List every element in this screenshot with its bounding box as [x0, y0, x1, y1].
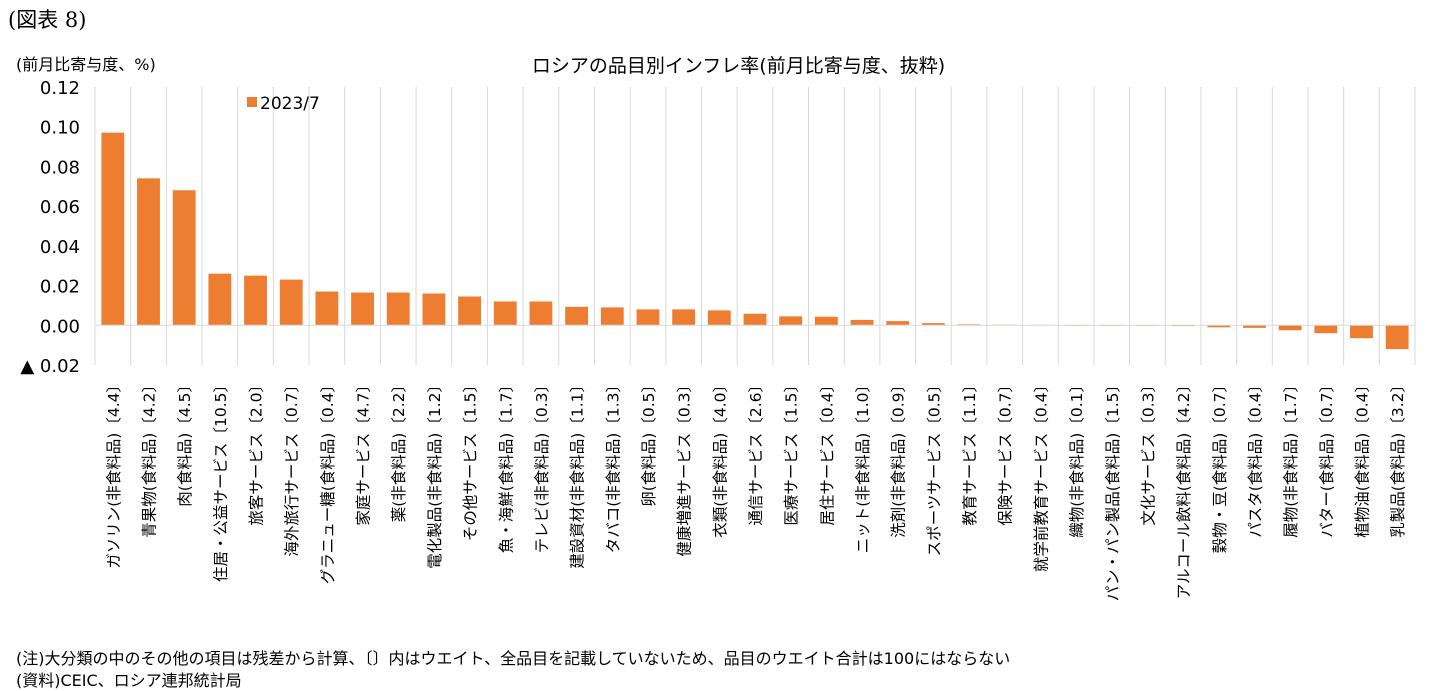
footnote: (注)大分類の中のその他の項目は残差から計算、〔〕内はウエイト、全品目を記載して… [16, 649, 1011, 668]
x-tick-label: ニット(非食料品)〔1.0〕 [854, 377, 872, 553]
y-tick-label: 0.02 [40, 277, 80, 298]
source-note: (資料)CEIC、ロシア連邦統計局 [16, 671, 242, 690]
bar-24 [921, 323, 945, 326]
bar-10 [422, 293, 446, 326]
bar-1 [101, 132, 125, 326]
x-tick-label: 住居・公益サービス〔10.5〕 [212, 377, 230, 582]
y-tick-label: ▲ 0.02 [20, 356, 80, 377]
x-tick-label: その他サービス〔1.5〕 [462, 377, 480, 541]
x-tick-label: 教育サービス〔1.1〕 [961, 377, 979, 526]
y-tick-label: 0.08 [40, 157, 80, 178]
chart-title: ロシアの品目別インフレ率(前月比寄与度、抜粋) [531, 55, 946, 77]
x-tick-label: 洗剤(非食料品)〔0.9〕 [890, 377, 908, 538]
bar-9 [386, 292, 410, 326]
legend-label: 2023/7 [260, 94, 320, 114]
bar-8 [351, 292, 374, 326]
x-tick-label: 履物(非食料品)〔1.7〕 [1282, 377, 1300, 538]
y-tick-label: 0.06 [40, 197, 80, 218]
bar-36 [1350, 325, 1373, 339]
bar-20 [779, 316, 803, 326]
x-tick-label: パン・パン製品(食料品)〔1.5〕 [1104, 377, 1122, 601]
x-tick-label: 建設資材(非食料品)〔1.1〕 [569, 377, 587, 569]
bar-33 [1243, 325, 1266, 328]
bar-3 [172, 190, 196, 326]
x-tick-label: 肉(食料品)〔4.5〕 [176, 377, 194, 507]
x-tick-label: 電化製品(非食料品)〔1.2〕 [426, 377, 444, 569]
bar-18 [707, 310, 731, 326]
legend-swatch [247, 97, 257, 107]
x-tick-label: 就学前教育サービス〔0.4〕 [1032, 377, 1050, 572]
x-tick-label: アルコール飲料(食料品)〔4.2〕 [1175, 377, 1193, 599]
x-tick-label: スポーツサービス〔0.5〕 [925, 377, 943, 556]
bar-4 [208, 273, 232, 326]
x-tick-label: 文化サービス〔0.3〕 [1139, 377, 1157, 526]
x-tick-label: バター(食料品)〔0.7〕 [1318, 377, 1336, 538]
x-tick-label: 魚・海鮮(食料品)〔1.7〕 [497, 377, 515, 553]
bar-37 [1385, 325, 1409, 350]
x-tick-label: ガソリン(非食料品)〔4.4〕 [105, 377, 123, 569]
x-tick-label: 医療サービス〔1.5〕 [783, 377, 801, 526]
x-tick-label: 家庭サービス〔4.7〕 [355, 377, 373, 526]
bar-14 [565, 306, 589, 326]
bar-13 [529, 301, 553, 326]
x-tick-label: 衣類(非食料品)〔4.0〕 [711, 377, 729, 538]
bar-7 [315, 291, 339, 326]
bar-12 [493, 301, 517, 326]
x-tick-label: 保険サービス〔0.7〕 [997, 377, 1015, 526]
bar-19 [743, 313, 767, 326]
x-tick-label: 織物(非食料品)〔0.1〕 [1068, 377, 1086, 538]
bar-35 [1314, 325, 1338, 334]
bar-6 [279, 279, 303, 326]
bar-32 [1207, 325, 1231, 328]
bar-15 [600, 307, 624, 326]
x-tick-label: 居住サービス〔0.4〕 [818, 377, 836, 526]
y-tick-label: 0.10 [40, 118, 80, 139]
x-tick-label: 青果物(食料品)〔4.2〕 [141, 377, 159, 538]
x-tick-label: 旅客サービス〔2.0〕 [248, 377, 266, 526]
bar-2 [137, 178, 160, 326]
x-tick-label: パスタ(食料品)〔0.4〕 [1246, 377, 1264, 538]
bar-34 [1278, 325, 1302, 331]
x-tick-label: 通信サービス〔2.6〕 [747, 377, 765, 526]
bar-23 [886, 321, 910, 326]
bar-17 [672, 309, 696, 326]
y-tick-label: 0.12 [40, 78, 80, 99]
y-axis-unit-label: (前月比寄与度、%) [16, 55, 156, 74]
x-tick-label: テレビ(非食料品)〔0.3〕 [533, 377, 551, 553]
bar-21 [814, 316, 838, 326]
x-tick-label: 乳製品(食料品)〔3.2〕 [1389, 377, 1407, 538]
x-tick-label: 健康増進サービス〔0.3〕 [676, 377, 694, 557]
x-tick-label: タバコ(非食料品)〔1.3〕 [604, 377, 622, 553]
bar-22 [850, 319, 874, 326]
x-tick-label: 海外旅行サービス〔0.7〕 [283, 377, 301, 557]
figure-label: (図表 8) [8, 8, 87, 32]
bar-16 [636, 309, 660, 326]
x-tick-label: 植物油(食料品)〔0.4〕 [1353, 377, 1371, 538]
bar-5 [244, 275, 267, 326]
x-tick-label: 卵(食料品)〔0.5〕 [640, 377, 658, 507]
x-tick-label: グラニュー糖(食料品)〔0.4〕 [319, 377, 337, 584]
bar-11 [458, 296, 482, 326]
y-tick-label: 0.04 [40, 237, 80, 258]
x-tick-label: 穀物・豆(食料品)〔0.7〕 [1211, 377, 1229, 553]
x-tick-label: 薬(非食料品)〔2.2〕 [390, 377, 408, 522]
bar-chart: 0.12 0.10 0.08 0.06 0.04 0.02 0.00 ▲ 0.02 ガソリン(非… [20, 78, 1416, 601]
y-tick-label: 0.00 [40, 316, 80, 337]
